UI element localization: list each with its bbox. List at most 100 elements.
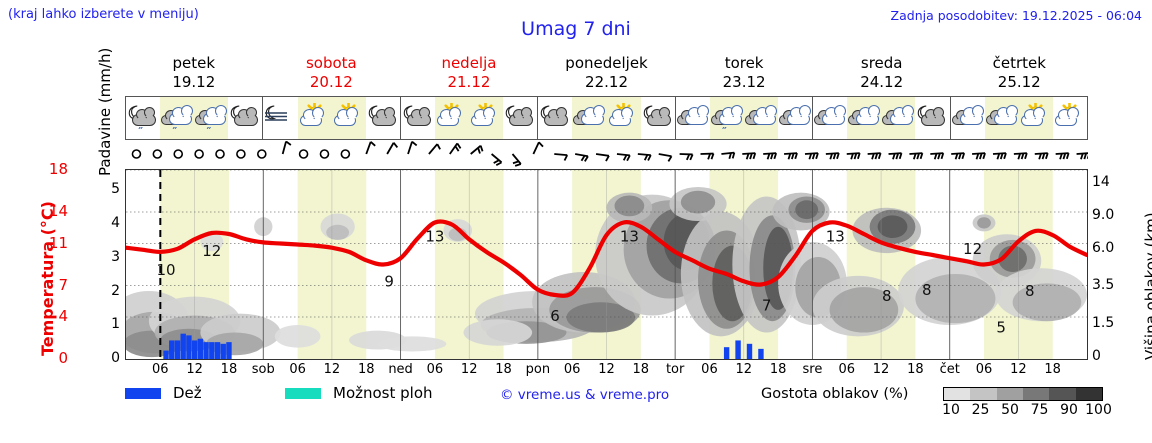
icon-day-0: ″ ″ ″ (126, 97, 264, 139)
time-tick-2: 18 (220, 362, 238, 377)
cloud-white-icon (951, 103, 985, 133)
forecast-plot: 10 12 9 13 6 13 7 13 8 12 8 8 5 (125, 169, 1088, 360)
temp-annotation-1: 12 (202, 242, 221, 260)
sun-cloud-icon (298, 103, 332, 133)
cloud-density-legend-title: Gostota oblakov (%) (761, 386, 909, 402)
cloud-density-tick-2: 50 (1001, 402, 1019, 418)
time-tick-9: 12 (460, 362, 478, 377)
moon-cloud-drizzle-icon: ″ (126, 103, 160, 138)
last-update-label: Zadnja posodobitev: 19.12.2025 - 06:04 (890, 8, 1142, 23)
precipitation-bars (163, 333, 764, 359)
moon-cloud-icon (228, 103, 262, 133)
wind-barb-strip (125, 140, 1091, 169)
day-header-2: nedelja 21.12 (400, 54, 538, 94)
cloud-height-tick-2: 6.0 (1092, 240, 1115, 256)
legend: Dež Možnost ploh © vreme.us & vreme.pro … (125, 384, 1145, 420)
icon-cell-2: ″ (194, 97, 229, 139)
day-header-3: ponedeljek 22.12 (538, 54, 676, 94)
cloud-height-tick-1: 9.0 (1092, 207, 1115, 223)
sun-cloud-icon (607, 103, 641, 133)
day-header-5: sreda 24.12 (813, 54, 951, 94)
day-name: ponedeljek (565, 54, 648, 72)
day-header-4: torek 23.12 (675, 54, 813, 94)
time-tick-1: 12 (186, 362, 203, 377)
icon-cell-11 (503, 97, 537, 139)
icon-cell-0: ″ (126, 97, 160, 139)
icon-cell-7 (366, 97, 400, 139)
temperature-axis-title: Temperatura (°C) (16, 178, 57, 358)
cloud-density-tick-0: 10 (942, 402, 960, 418)
cloud-white-icon (813, 103, 847, 133)
icon-cell-14 (606, 97, 641, 139)
time-tick-16: 06 (701, 362, 718, 377)
temperature-axis-title-text: Temperatura (°C) (38, 201, 57, 356)
time-tick-14: 18 (632, 362, 650, 377)
day-date: 21.12 (447, 73, 491, 91)
cloud-density-swatch-2 (996, 388, 1023, 400)
showers-legend-swatch (285, 388, 321, 399)
time-tick-17: 12 (735, 362, 753, 377)
time-tick-12: 06 (563, 362, 581, 377)
cloud-white-icon (985, 103, 1019, 133)
time-tick-3: sob (251, 362, 275, 377)
day-header-6: četrtek 25.12 (950, 54, 1088, 94)
cloud-density-swatch-3 (1022, 388, 1050, 400)
temp-annotation-12: 5 (996, 319, 1006, 337)
moon-cloud-icon (366, 103, 400, 133)
sun-cloud-icon (469, 103, 503, 133)
drizzle-marks: ″ (136, 125, 144, 138)
time-tick-15: tor (665, 362, 685, 377)
icon-cell-5 (297, 97, 332, 139)
moon-cloud-icon (641, 103, 675, 133)
cloud-white-icon (778, 103, 812, 133)
icon-cell-17: ″ (709, 97, 744, 139)
time-tick-7: ned (388, 362, 413, 377)
time-tick-0: 06 (152, 362, 169, 377)
icon-day-4: ″ (676, 97, 814, 139)
cloud-density-field (126, 187, 1087, 358)
temp-annotation-4: 6 (550, 307, 560, 325)
day-header-row: petek 19.12 sobota 20.12 nedelja 21.12 ponedel… (125, 54, 1088, 94)
time-tick-19: sre (802, 362, 823, 377)
icon-day-1 (263, 97, 401, 139)
cloud-white-icon (676, 103, 710, 133)
temp-annotation-6: 7 (762, 296, 772, 314)
cloud-white-drizzle-icon: ″ (710, 103, 744, 137)
moon-cloud-icon (915, 103, 949, 133)
icon-day-5 (813, 97, 951, 139)
icon-day-3 (538, 97, 676, 139)
copyright-link[interactable]: © vreme.us & vreme.pro (500, 387, 670, 403)
drizzle-marks: ″ (204, 125, 212, 138)
time-tick-26: 18 (1044, 362, 1061, 377)
day-header-1: sobota 20.12 (263, 54, 401, 94)
icon-cell-27 (1053, 97, 1087, 139)
icon-cell-13 (572, 97, 607, 139)
temp-annotation-11: 8 (882, 287, 892, 305)
moon-cloud-icon (538, 103, 572, 133)
time-tick-13: 12 (598, 362, 615, 377)
day-date: 19.12 (172, 73, 216, 91)
page-title: Umag 7 dni (521, 18, 631, 40)
cloud-density-tick-5: 100 (1085, 402, 1112, 418)
cloud-density-tick-labels: 10 25 50 75 90 100 (935, 402, 1115, 418)
cloud-white-icon (572, 103, 606, 133)
icon-cell-24 (951, 97, 985, 139)
icon-cell-10 (469, 97, 504, 139)
icon-cell-9 (434, 97, 470, 139)
temp-annotation-7: 13 (826, 228, 845, 246)
precipitation-tick-2: 3 (111, 248, 120, 265)
day-name: četrtek (992, 54, 1046, 72)
precipitation-tick-5: 0 (111, 350, 120, 366)
cloud-white-icon (881, 103, 915, 133)
cloud-height-tick-0: 14 (1092, 174, 1110, 190)
time-tick-25: 12 (1010, 362, 1027, 377)
time-tick-21: 12 (872, 362, 890, 377)
time-tick-20: 06 (838, 362, 856, 377)
showers-legend-label: Možnost ploh (333, 384, 433, 402)
day-date: 24.12 (860, 73, 904, 91)
temp-annotation-5: 13 (620, 228, 639, 246)
icon-day-6 (951, 97, 1087, 139)
icon-cell-25 (984, 97, 1019, 139)
cloud-density-swatch-4 (1049, 388, 1076, 400)
cloud-height-tick-4: 1.5 (1092, 315, 1115, 331)
